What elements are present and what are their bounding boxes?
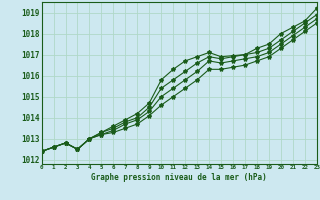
X-axis label: Graphe pression niveau de la mer (hPa): Graphe pression niveau de la mer (hPa): [91, 173, 267, 182]
